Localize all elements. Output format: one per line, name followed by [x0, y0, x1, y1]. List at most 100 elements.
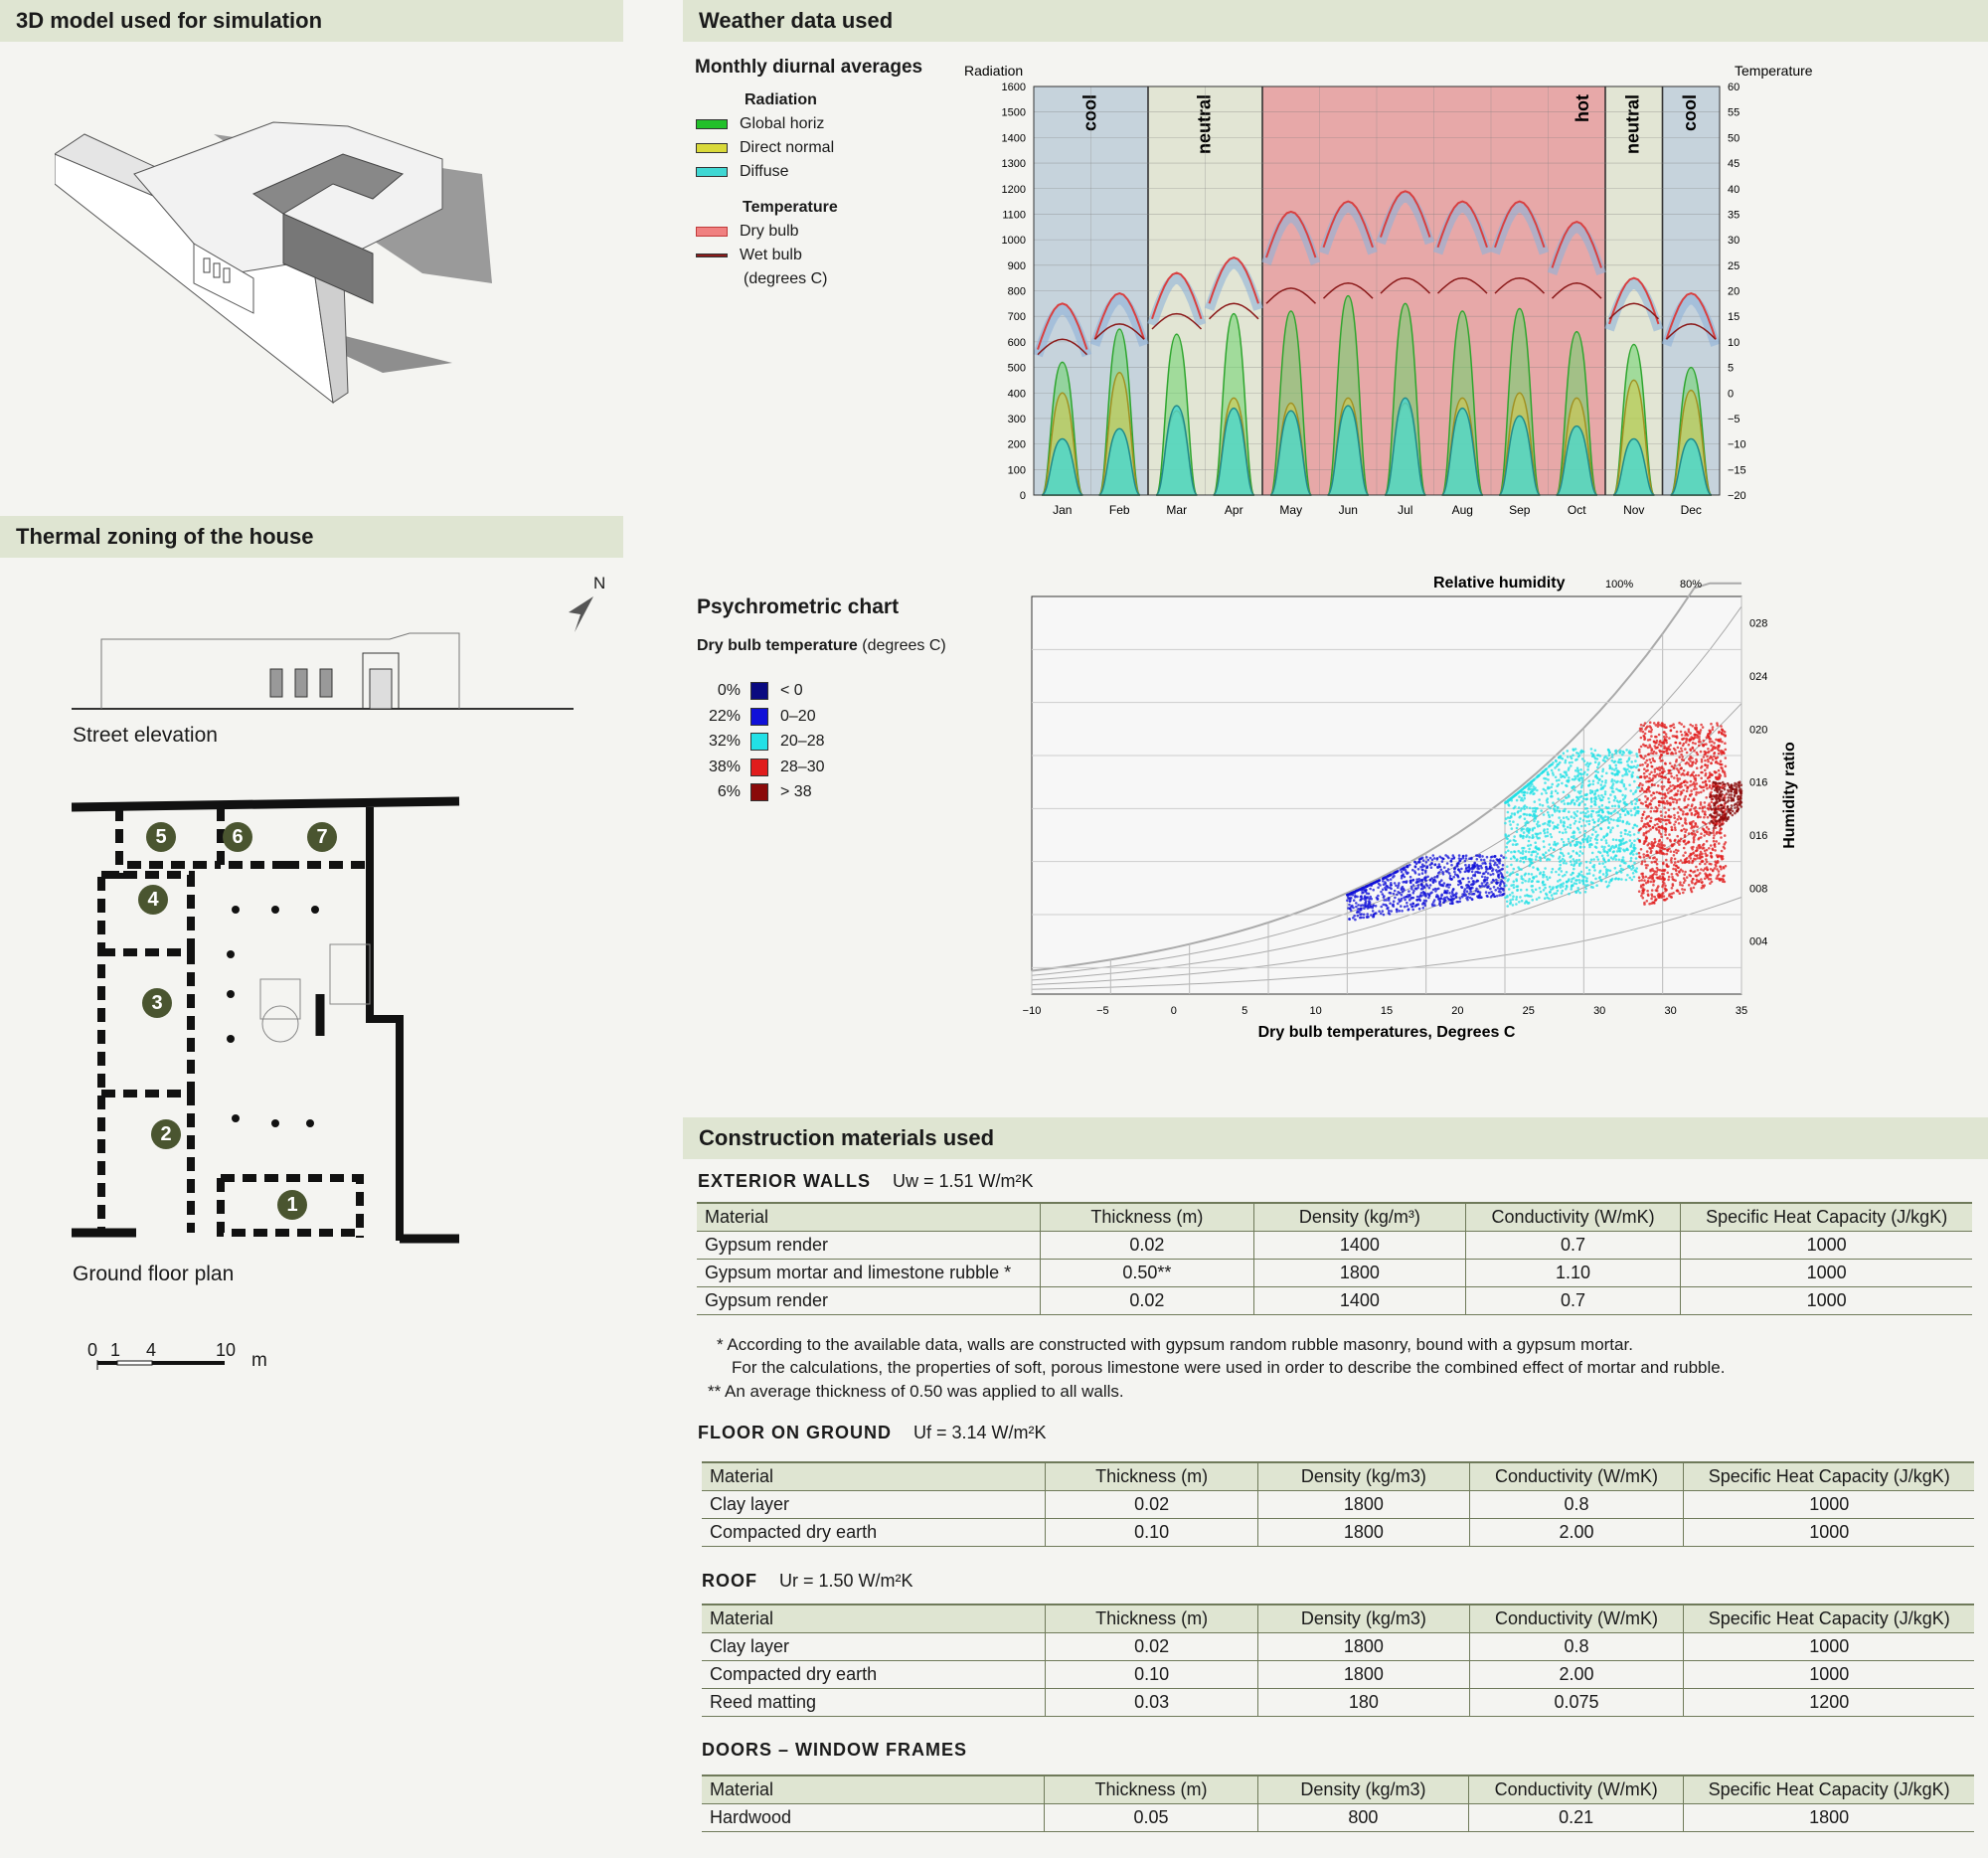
y-right-tick: −10 [1728, 439, 1746, 451]
column-header: Density (kg/m3) [1257, 1774, 1470, 1804]
y-right-tick: 20 [1728, 286, 1740, 298]
table-cell: 1800 [1257, 1660, 1470, 1689]
y-tick-label: 028 [1749, 618, 1767, 630]
y-right-tick: 0 [1728, 388, 1734, 400]
y-left-tick: 1500 [1002, 107, 1026, 119]
monthly-averages-title: Monthly diurnal averages [695, 57, 923, 78]
table-cell: 1800 [1253, 1259, 1466, 1287]
table-row: Compacted dry earth 0.10 1800 2.00 1000 [702, 1518, 1974, 1547]
plot-frame [1031, 595, 1742, 995]
y-tick-label: 024 [1749, 671, 1767, 683]
table-cell: 0.02 [1040, 1286, 1254, 1315]
legend-percent: 22% [708, 707, 741, 725]
y-right-tick: −5 [1728, 414, 1740, 425]
y-left-tick: 200 [1008, 439, 1026, 451]
psychrometric-title: Psychrometric chart [697, 595, 900, 618]
radiation-peak [1269, 410, 1313, 496]
y-left-tick: 1100 [1002, 209, 1026, 221]
psychro-legend-row: 38% 28–30 [696, 758, 825, 784]
radiation-peak [1555, 424, 1598, 496]
y-left-label: Radiation [964, 63, 1023, 79]
section-materials-header: Construction materials used [683, 1117, 1988, 1159]
table-cell: 1200 [1683, 1688, 1974, 1717]
legend-radiation-title: Radiation [745, 91, 817, 108]
y-right-tick: 5 [1728, 363, 1734, 375]
temperature-range-band [1033, 191, 1721, 358]
doors-heading: DOORS – WINDOW FRAMES [702, 1740, 989, 1761]
table-cell: 1800 [1257, 1632, 1470, 1661]
table-cell: 1400 [1253, 1286, 1466, 1315]
y-left-tick: 300 [1008, 414, 1026, 425]
legend-item-direct: Direct normal [696, 139, 954, 157]
y-right-tick: 30 [1728, 235, 1740, 247]
table-row: Clay layer 0.02 1800 0.8 1000 [702, 1490, 1974, 1519]
y-left-tick: 1400 [1002, 132, 1026, 144]
x-tick-label: Jan [1053, 503, 1072, 517]
x-tick-label: Mar [1166, 503, 1187, 517]
psychro-legend-unit: (degrees C) [862, 637, 946, 654]
y-left-tick: 900 [1008, 260, 1026, 272]
column-header: Specific Heat Capacity (J/kgK) [1683, 1461, 1974, 1491]
y-right-tick: 60 [1728, 82, 1740, 93]
x-tick-label: 15 [1381, 1005, 1393, 1017]
y-tick-label: 008 [1749, 883, 1767, 895]
floor-u-value: Uf = 3.14 W/m²K [913, 1423, 1047, 1442]
psychro-legend-row: 22% 0–20 [696, 707, 825, 734]
street-elevation-label: Street elevation [73, 724, 218, 747]
table-cell: 0.10 [1045, 1518, 1259, 1547]
y-left-tick: 700 [1008, 311, 1026, 323]
table-cell: 0.075 [1469, 1688, 1685, 1717]
floor-title: FLOOR ON GROUND [698, 1423, 892, 1442]
legend-color-swatch [750, 783, 768, 801]
legend-range-label: 20–28 [780, 733, 825, 751]
y-tick-label: 016 [1749, 830, 1767, 842]
y-right-tick: −20 [1728, 490, 1746, 502]
y-right-tick: 15 [1728, 311, 1740, 323]
table-cell: 1800 [1683, 1803, 1974, 1832]
y-axis-label: Humidity ratio [1781, 742, 1798, 849]
y-left-tick: 1300 [1002, 158, 1026, 170]
season-label: hot [1573, 94, 1592, 122]
radiation-peak [1669, 437, 1713, 496]
scale-tick-4: 4 [146, 1340, 157, 1360]
legend-range-label: < 0 [780, 682, 803, 700]
y-left-tick: 1200 [1002, 184, 1026, 196]
legend-range-label: 28–30 [780, 758, 825, 775]
y-left-tick: 500 [1008, 363, 1026, 375]
column-header: Material [697, 1202, 1041, 1232]
y-left-tick: 0 [1020, 490, 1026, 502]
x-tick-label: 35 [1736, 1005, 1747, 1017]
rh-curve [1031, 605, 1742, 976]
y-left-tick: 600 [1008, 337, 1026, 349]
zone-1-badge: 1 [277, 1190, 307, 1220]
y-left-tick: 1000 [1002, 235, 1026, 247]
table-cell: 0.03 [1045, 1688, 1259, 1717]
legend-color-swatch [750, 707, 768, 726]
y-right-tick: −15 [1728, 464, 1746, 476]
x-tick-label: 20 [1451, 1005, 1463, 1017]
x-tick-label: 0 [1171, 1005, 1177, 1017]
season-label: cool [1680, 94, 1700, 131]
y-right-tick: 35 [1728, 209, 1740, 221]
table-row: Gypsum mortar and limestone rubble * 0.50… [697, 1259, 1972, 1287]
table-cell: 2.00 [1469, 1518, 1685, 1547]
legend-percent: 32% [708, 733, 741, 751]
y-right-tick: 40 [1728, 184, 1740, 196]
north-arrow-icon [569, 596, 593, 632]
table-cell: 800 [1257, 1803, 1470, 1832]
section-zoning-header: Thermal zoning of the house [0, 516, 623, 558]
column-header: Density (kg/m3) [1257, 1461, 1470, 1491]
table-cell: 0.21 [1468, 1803, 1685, 1832]
y-left-tick: 1600 [1002, 82, 1026, 93]
table-cell: 0.02 [1045, 1490, 1259, 1519]
table-cell: 1000 [1683, 1518, 1974, 1547]
y-right-tick: 25 [1728, 260, 1740, 272]
rh-curve [1031, 897, 1742, 990]
radiation-peak [1212, 407, 1255, 496]
section-model-header: 3D model used for simulation [0, 0, 623, 42]
table-cell: 0.8 [1469, 1632, 1685, 1661]
table-cell: 1800 [1257, 1518, 1470, 1547]
zone-4-badge: 4 [138, 885, 168, 915]
legend-item-drybulb: Dry bulb [696, 223, 954, 241]
table-cell: 0.7 [1465, 1286, 1682, 1315]
